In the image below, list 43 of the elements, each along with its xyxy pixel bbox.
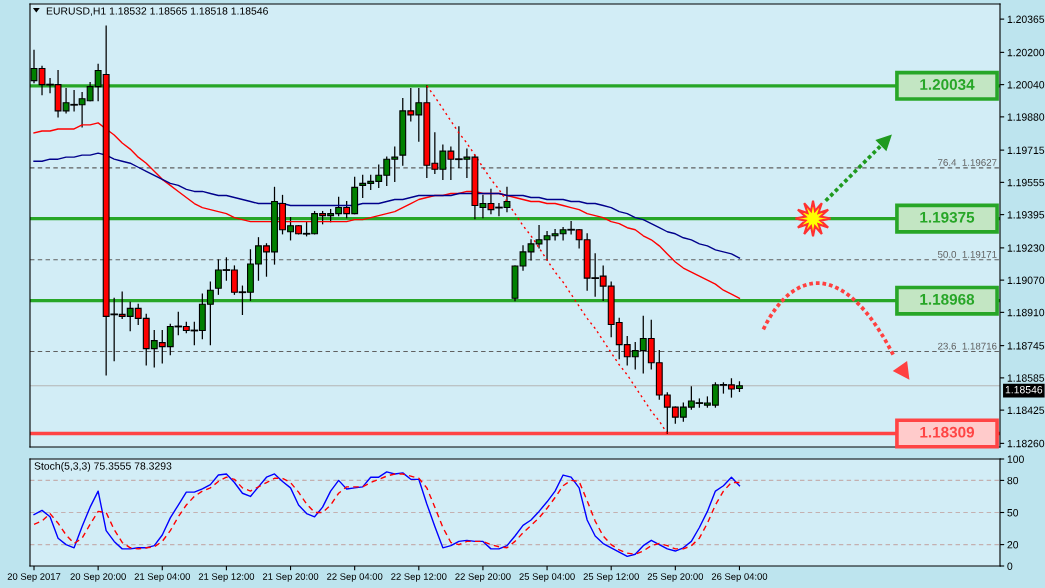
ref-line-label: 1.18309 (920, 426, 975, 438)
y-tick-label: 1.18745 (1007, 342, 1045, 350)
x-tick-label: 26 Sep 04:00 (711, 573, 768, 582)
y-tick-label: 1.20200 (1007, 48, 1045, 57)
y-tick-label: 1.19715 (1007, 146, 1045, 154)
x-tick-label: 22 Sep 04:00 (327, 573, 383, 582)
y-tick-label: 1.18585 (1007, 374, 1045, 382)
x-tick-label: 21 Sep 20:00 (262, 573, 319, 582)
ref-line-label: 1.19375 (920, 211, 975, 223)
chart-title: Stoch(5,3,3) 75.3555 78.3293 (34, 462, 172, 472)
line-series (426, 85, 669, 435)
line-series (33, 152, 741, 259)
y-tick-label: 1.18260 (1007, 439, 1045, 448)
y-tick-label: 1.20365 (1007, 15, 1045, 23)
y-tick-label: 1.19230 (1007, 244, 1045, 252)
y-tick-label: 1.19880 (1007, 113, 1045, 121)
y-tick-label: 1.20040 (1007, 81, 1045, 89)
y-tick-label: 1.19070 (1007, 276, 1045, 284)
x-tick-label: 21 Sep 04:00 (134, 573, 190, 582)
chart-title: EURUSD,H1 1.18532 1.18565 1.18518 1.18546 (46, 7, 268, 16)
y-tick-label: 20 (1007, 541, 1019, 549)
ref-line-label: 76.4 1.19627 (938, 159, 997, 166)
x-tick-label: 20 Sep 2017 (7, 573, 61, 582)
x-tick-label: 25 Sep 12:00 (583, 573, 639, 582)
y-tick-label: 100 (1007, 455, 1024, 463)
x-tick-label: 20 Sep 20:00 (70, 573, 126, 582)
x-tick-label: 22 Sep 12:00 (391, 573, 447, 582)
x-tick-label: 25 Sep 04:00 (519, 573, 575, 582)
y-tick-label: 50 (1007, 509, 1019, 517)
ref-line-label: 1.18546 (1005, 386, 1043, 394)
y-tick-label: 1.18425 (1007, 406, 1045, 414)
y-tick-label: 1.19555 (1007, 178, 1045, 187)
x-tick-label: 21 Sep 12:00 (198, 573, 255, 582)
x-tick-label: 22 Sep 20:00 (455, 573, 511, 582)
ref-line-label: 1.20034 (920, 79, 975, 90)
x-tick-label: 25 Sep 20:00 (647, 573, 704, 582)
ref-line-label: 1.18968 (920, 293, 975, 305)
y-tick-label: 0 (1007, 562, 1013, 570)
y-tick-label: 1.18910 (1007, 308, 1045, 317)
y-tick-label: 1.19395 (1007, 211, 1045, 219)
ref-line-label: 23.6 1.18716 (938, 342, 997, 350)
y-tick-label: 80 (1007, 476, 1019, 485)
ref-line-label: 50.0 1.19171 (937, 250, 997, 258)
